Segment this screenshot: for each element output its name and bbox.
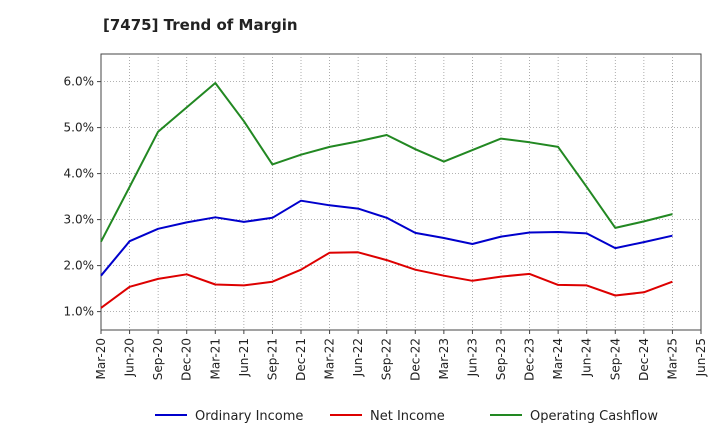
- x-tick-label: Jun-23: [465, 338, 479, 377]
- x-tick-label: Jun-22: [351, 338, 365, 377]
- y-tick-label: 5.0%: [64, 121, 95, 135]
- x-tick-label: Sep-22: [380, 338, 394, 380]
- y-tick-label: 3.0%: [64, 213, 95, 227]
- x-tick-label: Jun-21: [237, 338, 251, 377]
- grid-layer: [101, 54, 701, 330]
- x-tick-label: Mar-24: [551, 338, 565, 379]
- x-axis-ticks: Mar-20 Jun-20 Sep-20 Dec-20 Mar-21 Jun-21 Sep-…: [94, 330, 708, 381]
- y-tick-label: 6.0%: [64, 75, 95, 89]
- y-tick-label: 1.0%: [64, 305, 95, 319]
- series-line-net-income: [100, 251, 673, 309]
- x-tick-label: Dec-21: [294, 338, 308, 381]
- series-line-ordinary-income: [100, 199, 673, 277]
- x-tick-label: Sep-20: [151, 338, 165, 380]
- series-layer: [100, 82, 673, 309]
- y-tick-label: 4.0%: [64, 167, 95, 181]
- legend-label: Ordinary Income: [195, 409, 303, 424]
- x-tick-label: Mar-23: [437, 338, 451, 379]
- plot-area-border: [100, 53, 702, 331]
- x-tick-label: Jun-20: [123, 338, 137, 377]
- x-tick-label: Mar-22: [323, 338, 337, 379]
- x-tick-label: Dec-22: [408, 338, 422, 381]
- x-tick-label: Mar-20: [94, 338, 108, 379]
- legend-label: Net Income: [370, 409, 445, 424]
- x-tick-label: Mar-21: [208, 338, 222, 379]
- x-tick-label: Dec-20: [180, 338, 194, 381]
- x-tick-label: Dec-24: [637, 338, 651, 381]
- x-tick-label: Jun-25: [694, 338, 708, 377]
- x-tick-label: Mar-25: [665, 338, 679, 379]
- x-tick-label: Dec-23: [523, 338, 537, 381]
- x-tick-label: Sep-21: [265, 338, 279, 380]
- x-tick-label: Sep-23: [494, 338, 508, 380]
- legend-label: Operating Cashflow: [530, 409, 658, 424]
- x-tick-label: Sep-24: [608, 338, 622, 380]
- chart-title: [7475] Trend of Margin: [103, 16, 298, 34]
- x-tick-label: Jun-24: [580, 338, 594, 377]
- y-tick-label: 2.0%: [64, 259, 95, 273]
- y-axis-ticks: 1.0% 2.0% 3.0% 4.0% 5.0% 6.0%: [64, 75, 101, 319]
- series-line-operating-cashflow: [100, 82, 673, 243]
- legend: Ordinary Income Net Income Operating Cashf…: [155, 409, 658, 424]
